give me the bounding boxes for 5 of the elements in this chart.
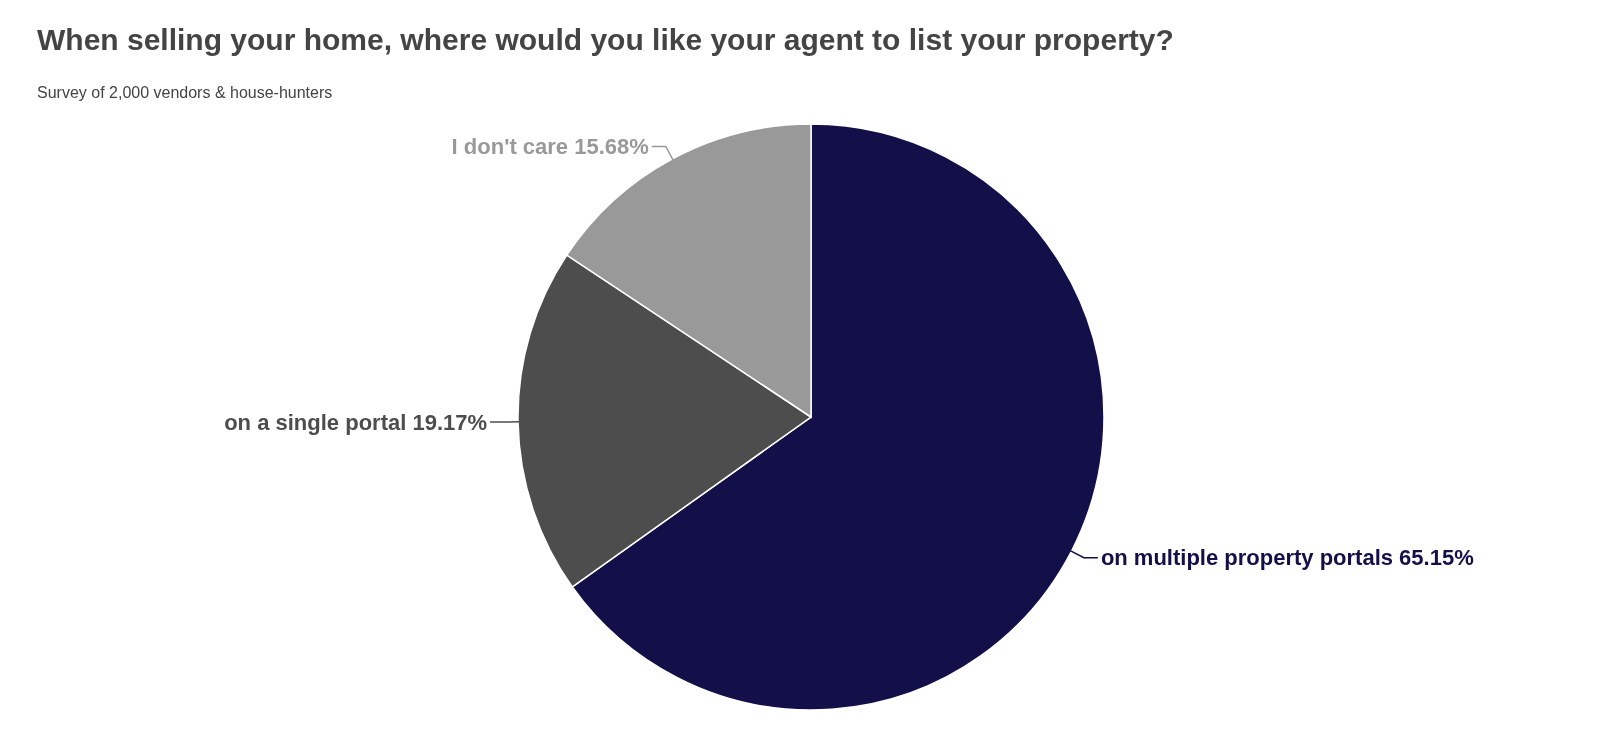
- chart-title: When selling your home, where would you like your agent to list your property?: [37, 23, 1174, 56]
- chart-subtitle: Survey of 2,000 vendors & house-hunters: [37, 84, 333, 101]
- slice-label: on multiple property portals 65.15%: [1100, 545, 1474, 571]
- slice-label: on a single portal 19.17%: [224, 409, 488, 435]
- slice-label: I don't care 15.68%: [451, 134, 649, 160]
